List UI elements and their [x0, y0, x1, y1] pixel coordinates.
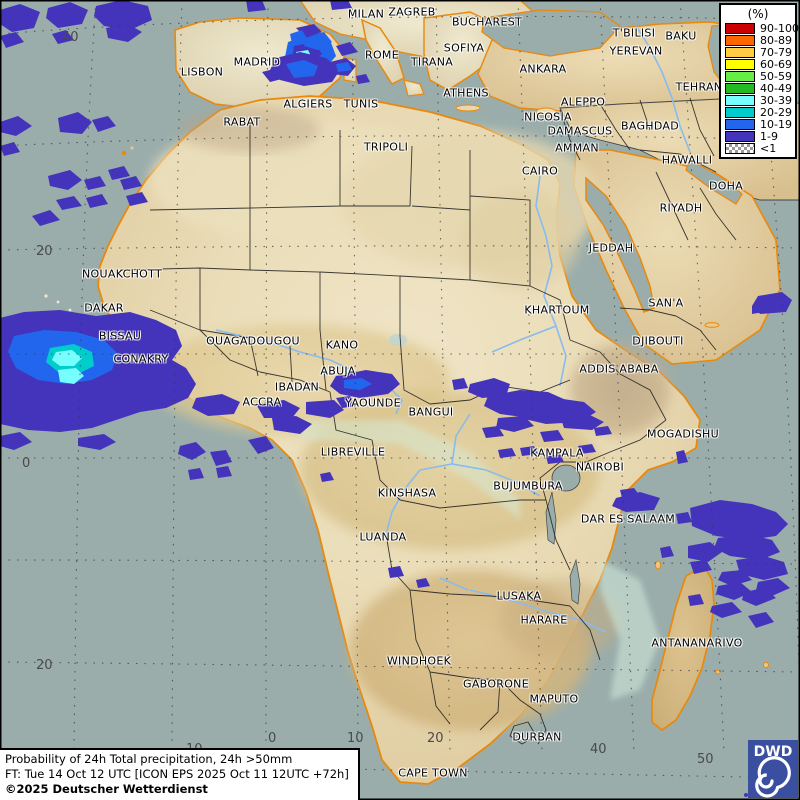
legend-color-swatch [725, 142, 755, 154]
river-congo [419, 463, 541, 497]
precip-atlantic-equatorial [0, 432, 232, 480]
caption-copyright: ©2025 Deutscher Wetterdienst [5, 782, 208, 796]
legend-row: 20-29 [721, 106, 795, 118]
legend-color-swatch [725, 58, 755, 70]
water-lake-chad [389, 334, 407, 346]
precip-mediterranean [262, 24, 370, 86]
land-sicily [403, 79, 425, 97]
legend-row: 70-79 [721, 46, 795, 58]
legend-row: 90-100 [721, 22, 799, 34]
legend-panel: (%) 90-100 80-89 70-79 60-69 50-59 40-49 30-39… [719, 3, 799, 159]
legend-color-swatch [725, 118, 755, 130]
precip-gulf-of-aden [752, 292, 792, 314]
legend-row: 1-9 [721, 130, 795, 142]
precip-central-africa [452, 378, 612, 464]
water-lake-victoria [551, 464, 581, 492]
legend-row: 50-59 [721, 70, 795, 82]
terrain-mozambique-green [600, 560, 660, 700]
precip-somalia [676, 450, 688, 464]
land-madagascar [651, 564, 715, 732]
legend-color-swatch [725, 46, 755, 58]
land-italy [360, 18, 405, 85]
legend-range-label: <1 [760, 141, 777, 155]
legend-row: <1 [721, 142, 795, 154]
river-zambezi-upper [439, 577, 469, 591]
legend-row: 10-19 [721, 118, 795, 130]
legend-color-swatch [725, 22, 755, 34]
terrain-ethiopian-highlands [570, 344, 670, 436]
dwd-logo-text: DWD [754, 744, 793, 760]
legend-row: 60-69 [721, 58, 795, 70]
legend-range-label: 60-69 [760, 57, 792, 71]
legend-color-swatch [725, 130, 755, 142]
terrain-nubian-desert [460, 190, 580, 290]
legend-title: (%) [747, 7, 769, 21]
islands-atlantic [44, 146, 134, 312]
caption-product-title: Probability of 24h Total precipitation, … [5, 752, 293, 766]
legend-range-label: 90-100 [760, 21, 799, 35]
legend-color-swatch [725, 34, 755, 46]
land-balkans [423, 11, 501, 91]
legend-row: 40-49 [721, 82, 795, 94]
legend-range-label: 50-59 [760, 69, 792, 83]
precip-congo-specks [320, 472, 430, 588]
island-crete-cyprus [455, 104, 557, 117]
islands-indian-ocean [654, 560, 770, 675]
legend-color-swatch [725, 70, 755, 82]
water-black-sea [481, 9, 621, 57]
precip-west-africa [0, 310, 196, 432]
river-ubangi [451, 413, 471, 465]
legend-row: 30-39 [721, 94, 795, 106]
logo-corner-dot [744, 793, 748, 797]
river-blue-nile [491, 325, 557, 353]
legend-range-label: 30-39 [760, 93, 792, 107]
dwd-spiral-icon [755, 756, 791, 798]
precipitation-overlay [0, 0, 792, 628]
legend-color-swatch [725, 94, 755, 106]
caption-forecast-time: FT: Tue 14 Oct 12 UTC [ICON EPS 2025 Oct… [5, 767, 349, 781]
dwd-logo: DWD [744, 740, 798, 798]
river-congo-lower [385, 469, 421, 535]
legend-row: 80-89 [721, 34, 795, 46]
precip-band-1-9-b [0, 392, 72, 424]
legend-range-label: 1-9 [760, 129, 778, 143]
water-lake-malawi [569, 558, 581, 605]
precip-north-atlantic [0, 0, 352, 226]
legend-rows: 90-100 80-89 70-79 60-69 50-59 40-49 30-39 20-2… [721, 22, 799, 154]
precip-band-30-39-b [58, 368, 84, 384]
water-persian-gulf [685, 159, 743, 205]
island-socotra [704, 322, 720, 328]
legend-color-swatch [725, 106, 755, 118]
river-niger-upper [215, 329, 301, 353]
legend-range-label: 70-79 [760, 45, 792, 59]
legend-range-label: 40-49 [760, 81, 792, 95]
precip-cameroon [330, 370, 400, 408]
river-nile [535, 175, 567, 387]
legend-range-label: 20-29 [760, 105, 792, 119]
legend-color-swatch [725, 82, 755, 94]
precip-tanzania-coast [612, 488, 660, 512]
legend-range-label: 10-19 [760, 117, 792, 131]
caption-box: Probability of 24h Total precipitation, … [0, 748, 360, 800]
precip-indian-ocean [660, 500, 790, 628]
terrain-guinea-coast-green [300, 420, 520, 520]
legend-range-label: 80-89 [760, 33, 792, 47]
river-tigris-euphrates [635, 25, 691, 153]
